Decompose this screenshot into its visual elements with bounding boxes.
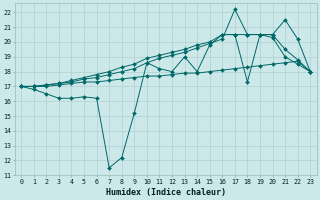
X-axis label: Humidex (Indice chaleur): Humidex (Indice chaleur) [106, 188, 226, 197]
